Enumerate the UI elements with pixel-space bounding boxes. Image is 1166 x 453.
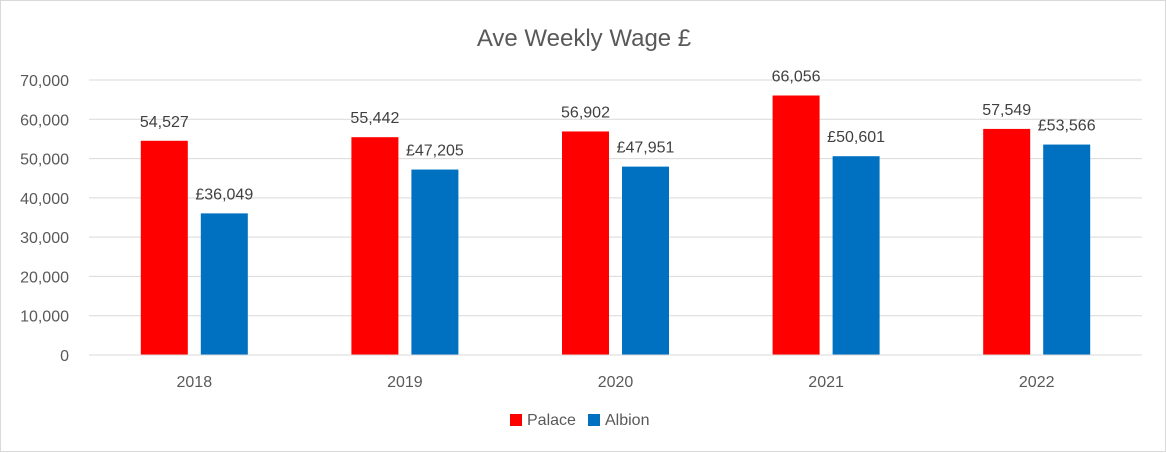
bar-palace-2019 xyxy=(351,137,399,355)
data-labels: 54,527 £36,049 55,442 £47,205 56,902 £47,951 6… xyxy=(140,68,1096,203)
x-tick-label: 2019 xyxy=(387,374,423,391)
y-tick-label: 40,000 xyxy=(20,191,69,208)
x-axis-ticks: 2018 2019 2020 2021 2022 xyxy=(177,374,1055,391)
data-label-palace-2018: 54,527 xyxy=(140,114,189,131)
y-tick-label: 20,000 xyxy=(20,269,69,286)
data-label-palace-2020: 56,902 xyxy=(561,104,610,121)
y-axis-ticks: 0 10,000 20,000 30,000 40,000 50,000 60,000 70,… xyxy=(20,73,69,365)
data-label-palace-2021: 66,056 xyxy=(772,68,821,85)
bar-palace-2022 xyxy=(983,128,1031,355)
data-label-albion-2021: £50,601 xyxy=(827,129,885,146)
bar-palace-2018 xyxy=(140,140,188,355)
chart-title: Ave Weekly Wage £ xyxy=(477,25,691,52)
data-label-palace-2019: 55,442 xyxy=(350,110,399,127)
gridlines xyxy=(89,79,1142,317)
data-label-albion-2020: £47,951 xyxy=(617,140,675,157)
x-tick-label: 2018 xyxy=(177,374,213,391)
legend-label-albion: Albion xyxy=(605,412,649,429)
legend-label-palace: Palace xyxy=(527,412,576,429)
y-tick-label: 30,000 xyxy=(20,230,69,247)
bar-albion-2020 xyxy=(622,166,669,355)
data-label-albion-2018: £36,049 xyxy=(195,186,253,203)
y-tick-label: 70,000 xyxy=(20,73,69,90)
y-tick-label: 60,000 xyxy=(20,112,69,129)
bar-albion-2022 xyxy=(1043,144,1091,355)
bars xyxy=(140,95,1091,355)
y-tick-label: 10,000 xyxy=(20,309,69,326)
bar-palace-2021 xyxy=(772,95,820,355)
x-tick-label: 2022 xyxy=(1019,374,1055,391)
legend-swatch-albion xyxy=(588,414,600,426)
bar-palace-2020 xyxy=(562,131,609,355)
data-label-albion-2022: £53,566 xyxy=(1038,118,1096,135)
x-tick-label: 2020 xyxy=(598,374,634,391)
bar-albion-2018 xyxy=(200,213,248,355)
data-label-palace-2022: 57,549 xyxy=(982,102,1031,119)
x-tick-label: 2021 xyxy=(808,374,844,391)
y-tick-label: 50,000 xyxy=(20,152,69,169)
data-label-albion-2019: £47,205 xyxy=(406,143,464,160)
bar-albion-2019 xyxy=(411,169,459,355)
bar-albion-2021 xyxy=(832,156,880,355)
y-tick-label: 0 xyxy=(60,348,69,365)
legend-swatch-palace xyxy=(510,414,522,426)
legend: Palace Albion xyxy=(510,412,649,429)
